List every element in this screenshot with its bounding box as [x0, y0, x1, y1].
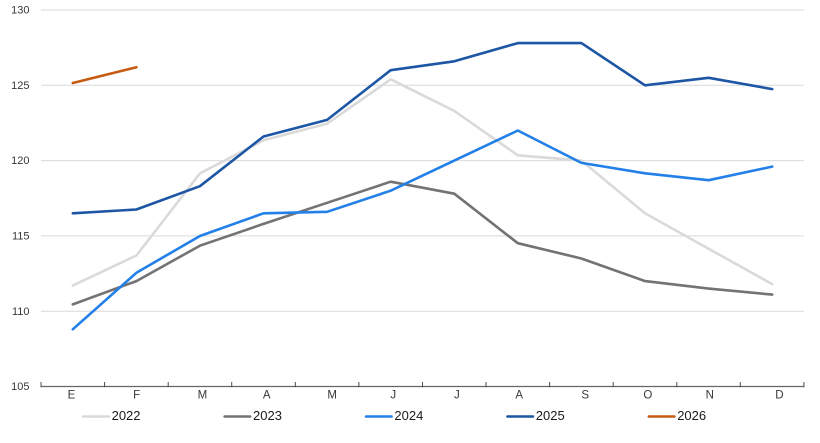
svg-text:105: 105	[11, 381, 29, 393]
svg-text:110: 110	[12, 306, 30, 318]
svg-text:J: J	[390, 390, 396, 402]
svg-text:2024: 2024	[394, 408, 423, 423]
svg-text:M: M	[198, 390, 208, 402]
svg-text:E: E	[68, 390, 76, 402]
svg-text:D: D	[775, 390, 783, 402]
svg-text:130: 130	[11, 5, 29, 17]
svg-text:J: J	[454, 390, 460, 402]
svg-text:2023: 2023	[253, 408, 282, 423]
svg-text:2026: 2026	[677, 408, 706, 423]
svg-text:A: A	[263, 390, 271, 402]
svg-text:S: S	[581, 390, 589, 402]
svg-text:F: F	[133, 390, 140, 402]
svg-text:125: 125	[11, 80, 29, 92]
svg-text:2022: 2022	[112, 408, 141, 423]
svg-text:M: M	[327, 390, 337, 402]
svg-text:120: 120	[11, 155, 29, 167]
svg-text:N: N	[706, 390, 714, 402]
svg-text:2025: 2025	[536, 408, 565, 423]
svg-text:O: O	[643, 390, 652, 402]
svg-text:A: A	[515, 390, 523, 402]
svg-text:115: 115	[12, 231, 30, 243]
